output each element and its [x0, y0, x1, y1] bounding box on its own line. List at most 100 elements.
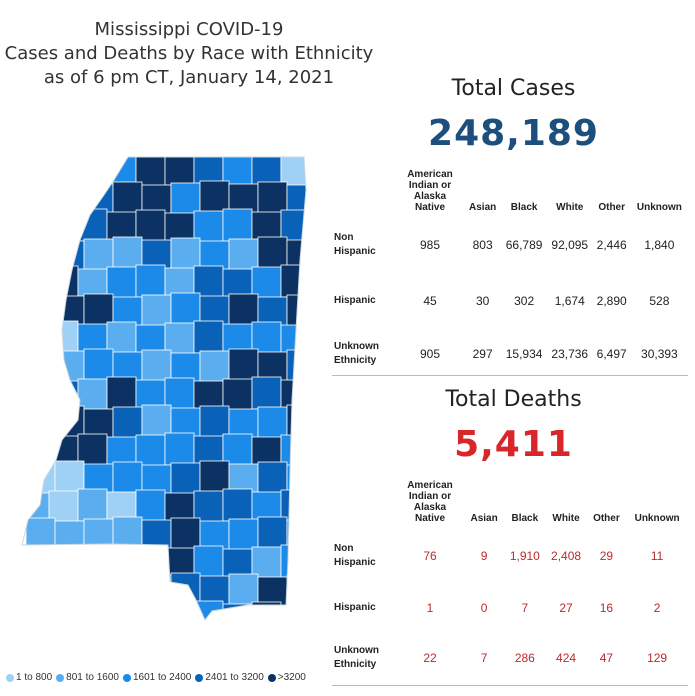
table-cell: 905	[419, 347, 441, 361]
legend-label: 1 to 800	[16, 672, 53, 683]
table-cell: 27	[559, 601, 573, 615]
table-cell: 2,890	[596, 294, 627, 308]
map-legend: 1 to 800 801 to 1600 1601 to 2400 2401 to 3…	[6, 672, 310, 683]
county-shape	[228, 348, 259, 382]
table-cell: 286	[514, 651, 535, 665]
county-shape	[25, 182, 56, 216]
table-cell: 302	[514, 294, 535, 308]
county-shape	[135, 264, 166, 298]
county-shape	[286, 349, 306, 383]
table-cell: 1,840	[644, 238, 675, 252]
county-shape	[251, 601, 282, 620]
legend-swatch	[6, 673, 14, 682]
table-cell: 6,497	[596, 347, 627, 361]
row-label: Unknown Ethnicity	[334, 645, 379, 670]
table-cell: 23,736	[551, 347, 589, 361]
table-cell: 7	[521, 601, 529, 615]
county-shape	[54, 575, 85, 609]
row-label: Non Hispanic	[334, 232, 376, 257]
cases-col-white: White	[556, 202, 584, 213]
legend-item: 2401 to 3200	[195, 672, 264, 683]
table-cell: 76	[423, 549, 437, 563]
county-shape	[170, 237, 201, 271]
table-cell: 2,446	[596, 238, 627, 252]
table-cell: 15,934	[505, 347, 543, 361]
county-shape	[22, 377, 50, 411]
total-cases-title: Total Cases	[451, 76, 576, 101]
county-shape	[286, 574, 306, 608]
county-shape	[54, 520, 85, 554]
county-shape	[22, 547, 50, 581]
legend-swatch	[195, 673, 204, 682]
deaths-col-other: Other	[593, 513, 620, 524]
county-shape	[135, 544, 166, 578]
county-shape	[77, 157, 108, 187]
county-shape	[164, 602, 195, 620]
table-cell: 7	[480, 651, 488, 665]
county-shape	[112, 461, 143, 495]
row-label: Non Hispanic	[334, 543, 376, 568]
county-shape	[286, 294, 306, 328]
county-shape	[22, 602, 50, 620]
cases-col-unknown: Unknown	[636, 202, 682, 213]
bottom-divider	[332, 685, 688, 686]
table-cell: 2	[653, 601, 661, 615]
county-shape	[222, 208, 253, 242]
cases-table: American Indian or Alaska Native Asian B…	[332, 167, 688, 379]
county-shape	[83, 293, 114, 327]
county-shape	[141, 404, 172, 438]
county-shape	[286, 519, 306, 553]
deaths-header-blank	[332, 478, 396, 528]
county-shape	[25, 462, 56, 496]
county-shape	[141, 294, 172, 328]
county-shape	[280, 264, 306, 298]
table-cell: 2,408	[551, 549, 582, 563]
legend-item: 801 to 1600	[56, 672, 119, 683]
table-cell: 9	[480, 549, 488, 563]
county-shape	[83, 518, 114, 552]
county-shape	[280, 604, 306, 620]
county-shape	[22, 157, 50, 186]
table-row: Hispanic 45 30 302 1,674 2,890 528	[332, 273, 688, 329]
county-shape	[199, 405, 230, 439]
legend-label: 801 to 1600	[66, 672, 119, 683]
table-cell: 0	[480, 601, 488, 615]
county-shape	[141, 349, 172, 383]
county-shape	[222, 488, 253, 522]
county-shape	[112, 406, 143, 440]
deaths-table: American Indian or Alaska Native Asian B…	[332, 478, 688, 684]
county-shape	[164, 157, 195, 186]
county-shape	[83, 573, 114, 607]
county-shape	[170, 517, 201, 551]
county-shape	[141, 519, 172, 553]
row-label: Unknown Ethnicity	[334, 341, 379, 366]
table-cell: 30	[475, 294, 490, 308]
table-cell: 45	[423, 294, 437, 308]
table-cell: 129	[647, 651, 668, 665]
county-shape	[54, 460, 85, 494]
county-shape	[83, 238, 114, 272]
deaths-col-asian: Asian	[470, 513, 498, 524]
title-line-3: as of 6 pm CT, January 14, 2021	[43, 67, 335, 88]
cases-col-other: Other	[598, 202, 626, 213]
county-shape	[106, 376, 137, 410]
legend-item: 1601 to 2400	[122, 672, 191, 683]
county-shape	[112, 576, 143, 610]
mississippi-county-map	[21, 156, 307, 621]
county-shape	[257, 236, 288, 270]
county-shape	[48, 545, 79, 579]
total-deaths-title: Total Deaths	[445, 387, 582, 412]
county-shape	[135, 604, 166, 620]
county-shape	[22, 267, 50, 301]
county-shape	[257, 461, 288, 495]
table-cell: 297	[472, 347, 493, 361]
cases-col-asian: Asian	[469, 202, 497, 213]
table-cell: 30,393	[641, 347, 678, 361]
table-row: Non Hispanic 76 9 1,910 2,408 29 11	[332, 528, 688, 584]
deaths-col-aian: American Indian or Alaska Native	[407, 480, 453, 524]
county-shape	[22, 322, 50, 356]
legend-label: >3200	[277, 672, 306, 683]
county-shape	[228, 293, 259, 327]
table-cell: 16	[599, 601, 614, 615]
table-cell: 66,789	[505, 238, 543, 252]
